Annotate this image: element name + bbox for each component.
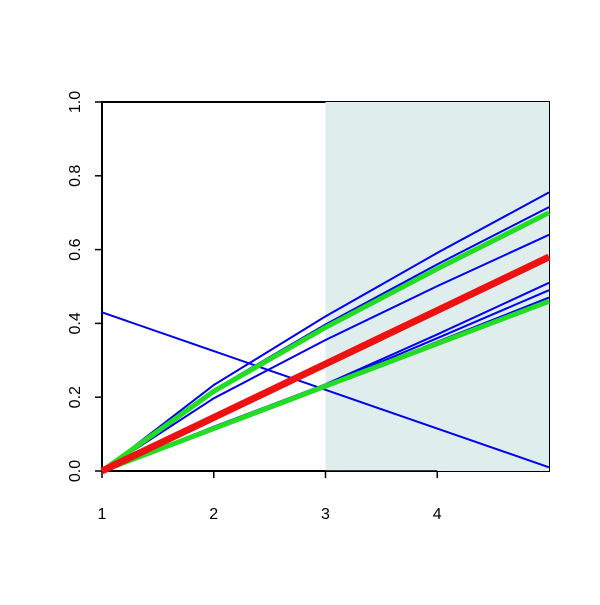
y-tick-label: 0.2	[67, 386, 84, 408]
y-tick-label: 0.8	[67, 165, 84, 187]
series-line	[100, 253, 551, 475]
x-tick-label: 2	[209, 506, 218, 523]
series-line	[101, 311, 550, 469]
y-tick-label: 1.0	[67, 91, 84, 113]
y-tick-label: 0.4	[67, 312, 84, 334]
x-tick-label: 3	[321, 506, 330, 523]
series-line	[101, 191, 550, 472]
series-line	[101, 298, 550, 474]
series-line	[100, 210, 551, 474]
series-line	[101, 233, 550, 472]
y-tick-label: 0.0	[67, 460, 84, 482]
y-tick-label: 0.6	[67, 238, 84, 260]
x-tick-label: 1	[98, 506, 107, 523]
x-tick-label: 4	[433, 506, 442, 523]
